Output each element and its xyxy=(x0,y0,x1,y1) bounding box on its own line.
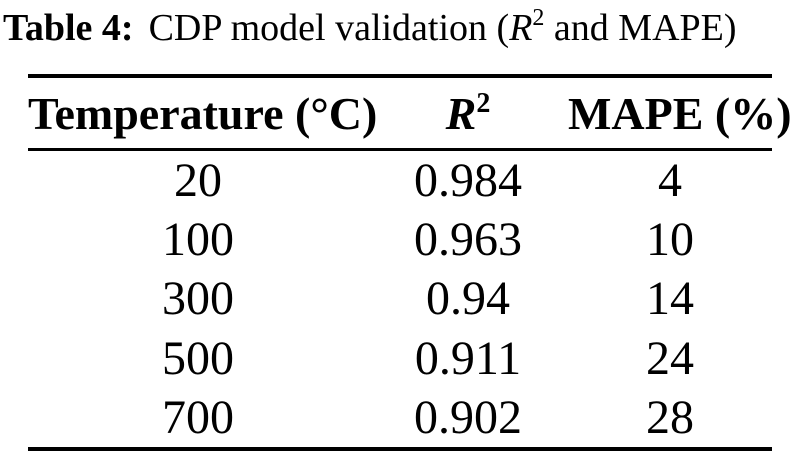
cell-mape: 28 xyxy=(646,390,694,444)
top-rule xyxy=(28,74,772,78)
cell-mape: 4 xyxy=(658,154,682,208)
table-body: 20 0.984 4 100 0.963 10 300 0.94 14 500 … xyxy=(28,151,772,447)
table-row: 100 0.963 10 xyxy=(28,210,772,269)
cell-mape: 10 xyxy=(646,213,694,267)
bottom-rule xyxy=(28,446,772,451)
header-r-squared: R2 xyxy=(368,87,568,140)
cell-r-squared: 0.984 xyxy=(414,154,522,208)
validation-table: Temperature (°C) R2 MAPE (%) 20 0.984 4 … xyxy=(28,74,792,451)
cell-mape: 14 xyxy=(646,272,694,326)
caption-text-post: and MAPE) xyxy=(544,7,737,49)
header-temperature: Temperature (°C) xyxy=(28,87,378,139)
cell-r-squared: 0.963 xyxy=(414,213,522,267)
table-row: 20 0.984 4 xyxy=(28,151,772,210)
cell-temperature: 300 xyxy=(162,272,234,326)
header-mape: MAPE (%) xyxy=(568,87,792,139)
cell-mape: 24 xyxy=(646,331,694,385)
caption-r-superscript: 2 xyxy=(532,5,545,31)
cell-r-squared: 0.902 xyxy=(414,390,522,444)
mid-rule xyxy=(28,148,772,151)
cell-r-squared: 0.911 xyxy=(414,331,522,385)
caption-text-pre: CDP model validation ( xyxy=(148,7,510,49)
cell-temperature: 20 xyxy=(174,154,222,208)
header-row: Temperature (°C) R2 MAPE (%) xyxy=(28,78,792,148)
caption-label: Table 4: xyxy=(3,7,134,49)
header-r-symbol: R xyxy=(445,87,477,139)
table-caption: Table 4: CDP model validation (R2 and MAP… xyxy=(3,2,799,54)
cell-temperature: 100 xyxy=(162,213,234,267)
header-r-superscript: 2 xyxy=(476,87,491,119)
table-row: 500 0.911 24 xyxy=(28,329,772,388)
cell-r-squared: 0.94 xyxy=(426,272,510,326)
table-row: 300 0.94 14 xyxy=(28,269,772,328)
cell-temperature: 700 xyxy=(162,390,234,444)
table-row: 700 0.902 28 xyxy=(28,388,772,447)
cell-temperature: 500 xyxy=(162,331,234,385)
caption-r-symbol: R xyxy=(509,7,533,49)
